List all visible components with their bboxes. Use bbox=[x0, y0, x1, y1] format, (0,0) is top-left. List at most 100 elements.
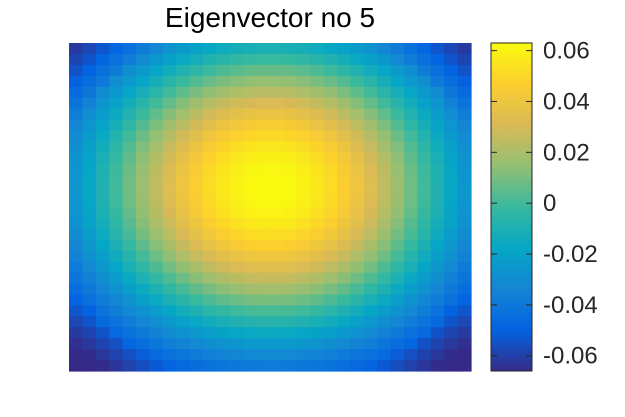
heatmap-cell bbox=[229, 239, 244, 252]
heatmap-cell bbox=[457, 338, 472, 350]
heatmap-cell bbox=[323, 64, 338, 77]
heatmap-cell bbox=[296, 97, 311, 110]
heatmap-cell bbox=[390, 207, 405, 219]
heatmap-cell bbox=[444, 64, 459, 77]
heatmap-cell bbox=[390, 360, 405, 372]
heatmap-cell bbox=[337, 108, 351, 121]
heatmap-cell bbox=[216, 239, 231, 252]
heatmap-cell bbox=[69, 141, 83, 153]
heatmap-cell bbox=[363, 119, 378, 132]
heatmap-cell bbox=[69, 64, 83, 77]
heatmap-cell bbox=[189, 217, 204, 230]
heatmap-cell bbox=[256, 305, 271, 317]
heatmap-cell bbox=[243, 185, 258, 197]
heatmap-cell bbox=[390, 261, 405, 274]
heatmap-cell bbox=[149, 163, 164, 175]
heatmap-cell bbox=[404, 152, 418, 164]
heatmap-cell bbox=[149, 43, 164, 55]
heatmap-cell bbox=[377, 86, 392, 99]
heatmap-cell bbox=[256, 207, 271, 219]
heatmap-cell bbox=[404, 86, 418, 99]
heatmap-cell bbox=[337, 217, 351, 230]
heatmap-cell bbox=[337, 272, 351, 285]
heatmap-cell bbox=[444, 360, 459, 372]
heatmap-cell bbox=[310, 239, 325, 252]
heatmap-cell bbox=[229, 283, 244, 296]
heatmap-cell bbox=[283, 250, 298, 263]
heatmap-cell bbox=[95, 338, 110, 350]
heatmap-cell bbox=[95, 43, 110, 55]
heatmap-cell bbox=[270, 283, 284, 296]
heatmap-cell bbox=[162, 196, 177, 208]
heatmap-cell bbox=[296, 316, 311, 328]
heatmap-cell bbox=[404, 316, 418, 328]
heatmap-cell bbox=[122, 108, 137, 121]
heatmap-cell bbox=[69, 152, 83, 164]
heatmap-cell bbox=[176, 316, 191, 328]
heatmap-cell bbox=[417, 360, 432, 372]
heatmap-cell bbox=[136, 196, 150, 208]
heatmap-cell bbox=[203, 228, 217, 241]
heatmap-cell bbox=[256, 272, 271, 285]
heatmap-cell bbox=[350, 86, 365, 99]
heatmap-cell bbox=[404, 97, 418, 110]
heatmap-cell bbox=[323, 97, 338, 110]
heatmap-cell bbox=[243, 174, 258, 186]
heatmap-cell bbox=[95, 316, 110, 328]
heatmap-cell bbox=[109, 141, 124, 153]
heatmap-cell bbox=[229, 86, 244, 99]
heatmap-cell bbox=[189, 97, 204, 110]
heatmap-cell bbox=[189, 250, 204, 263]
heatmap-cell bbox=[390, 75, 405, 88]
heatmap-cell bbox=[203, 316, 217, 328]
heatmap-cell bbox=[203, 349, 217, 361]
heatmap-cell bbox=[69, 119, 83, 132]
heatmap-cell bbox=[216, 141, 231, 153]
heatmap-cell bbox=[122, 185, 137, 197]
colorbar-tick-label: 0.02 bbox=[543, 139, 590, 166]
heatmap-cell bbox=[337, 228, 351, 241]
heatmap-cell bbox=[109, 327, 124, 339]
heatmap-cell bbox=[229, 360, 244, 372]
colorbar-tick-label: 0.06 bbox=[543, 38, 590, 65]
heatmap-cell bbox=[176, 174, 191, 186]
heatmap-cell bbox=[95, 196, 110, 208]
heatmap-cell bbox=[109, 360, 124, 372]
heatmap-cell bbox=[69, 196, 83, 208]
heatmap-cell bbox=[310, 141, 325, 153]
heatmap-cell bbox=[377, 174, 392, 186]
heatmap-cell bbox=[363, 349, 378, 361]
heatmap-cell bbox=[283, 196, 298, 208]
heatmap-cell bbox=[189, 119, 204, 132]
heatmap-cell bbox=[136, 228, 150, 241]
heatmap-cell bbox=[377, 338, 392, 350]
heatmap-cell bbox=[270, 250, 284, 263]
heatmap-cell bbox=[122, 130, 137, 142]
heatmap-cell bbox=[82, 239, 97, 252]
heatmap-cell bbox=[82, 86, 97, 99]
heatmap-cell bbox=[363, 86, 378, 99]
heatmap-cell bbox=[430, 360, 445, 372]
heatmap-cell bbox=[337, 283, 351, 296]
heatmap-cell bbox=[283, 152, 298, 164]
heatmap-cell bbox=[457, 261, 472, 274]
heatmap-cell bbox=[109, 338, 124, 350]
heatmap-cell bbox=[149, 250, 164, 263]
heatmap-cell bbox=[283, 272, 298, 285]
heatmap-cell bbox=[323, 86, 338, 99]
heatmap-cell bbox=[457, 305, 472, 317]
heatmap-cell bbox=[162, 108, 177, 121]
heatmap-cell bbox=[404, 108, 418, 121]
heatmap-cell bbox=[136, 185, 150, 197]
heatmap-cell bbox=[256, 53, 271, 66]
heatmap-cell bbox=[122, 294, 137, 306]
heatmap-cell bbox=[69, 174, 83, 186]
heatmap-cell bbox=[149, 305, 164, 317]
heatmap-cell bbox=[417, 141, 432, 153]
heatmap-cell bbox=[283, 294, 298, 306]
heatmap-cell bbox=[457, 141, 472, 153]
heatmap-cell bbox=[363, 163, 378, 175]
heatmap-cell bbox=[363, 360, 378, 372]
heatmap-cell bbox=[404, 130, 418, 142]
